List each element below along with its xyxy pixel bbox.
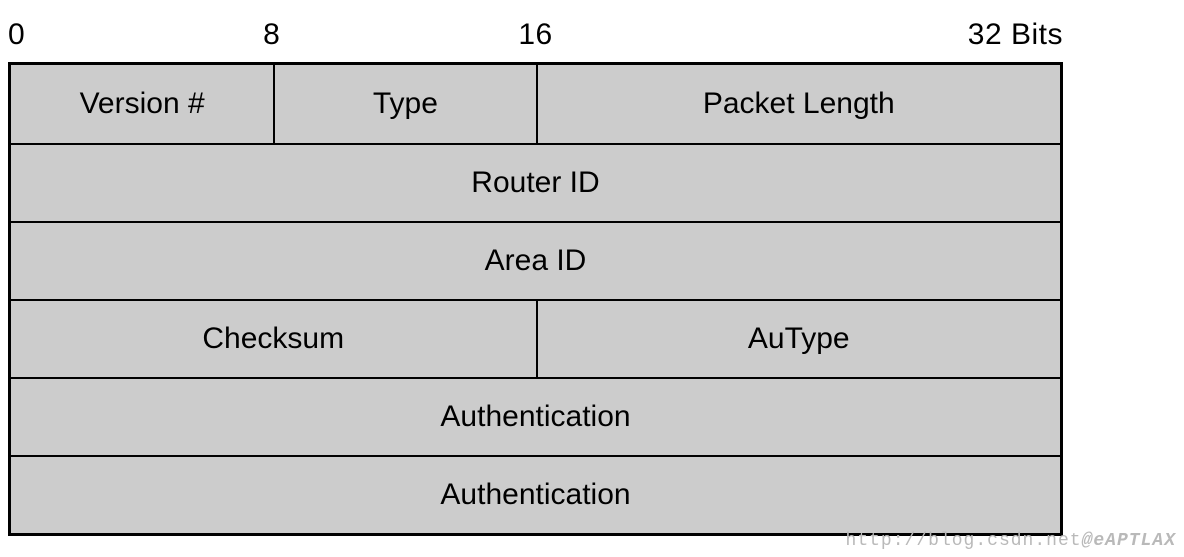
table-row: Checksum AuType (11, 299, 1060, 377)
field-authentication-1: Authentication (11, 379, 1060, 455)
field-version: Version # (11, 65, 273, 143)
table-row: Router ID (11, 143, 1060, 221)
table-row: Authentication (11, 455, 1060, 533)
packet-diagram: 0 8 16 32 Bits Version # Type Packet Len… (8, 0, 1063, 536)
field-type: Type (273, 65, 535, 143)
field-packet-length: Packet Length (536, 65, 1061, 143)
ruler-tick-31: 32 Bits (968, 18, 1063, 52)
watermark-suffix: @eAPTLAX (1082, 531, 1176, 551)
field-checksum: Checksum (11, 301, 536, 377)
ruler-tick-16: 16 (518, 18, 552, 52)
table-row: Area ID (11, 221, 1060, 299)
packet-table: Version # Type Packet Length Router ID A… (8, 62, 1063, 536)
field-authentication-2: Authentication (11, 457, 1060, 533)
field-area-id: Area ID (11, 223, 1060, 299)
bit-ruler: 0 8 16 32 Bits (8, 0, 1063, 62)
ruler-tick-0: 0 (8, 18, 25, 52)
table-row: Version # Type Packet Length (11, 65, 1060, 143)
field-router-id: Router ID (11, 145, 1060, 221)
field-autype: AuType (536, 301, 1061, 377)
table-row: Authentication (11, 377, 1060, 455)
ruler-tick-8: 8 (263, 18, 280, 52)
